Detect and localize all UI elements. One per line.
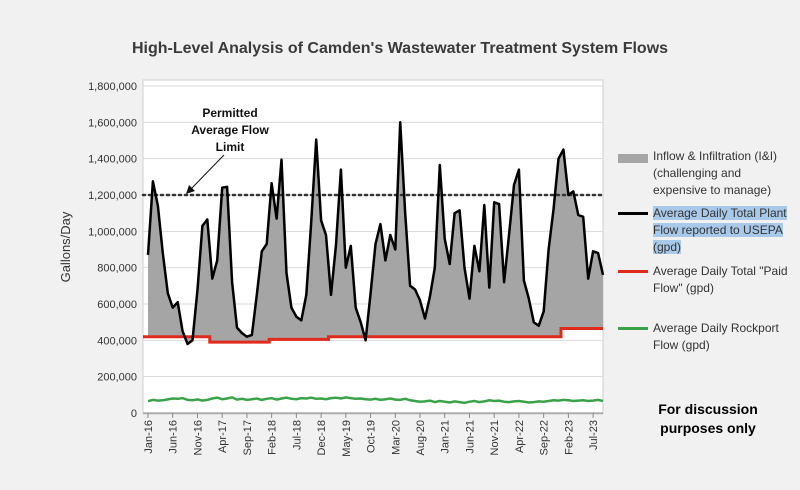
legend-swatch-black-line: [618, 212, 648, 215]
reference-line-label: Permitted Average Flow Limit: [191, 106, 269, 154]
y-tick-label: 600,000: [97, 299, 137, 311]
y-tick-label: 1,000,000: [88, 226, 137, 238]
x-tick-label: Apr-17: [217, 420, 229, 453]
reference-arrow-line: [189, 154, 225, 191]
rockport-flow-line: [147, 396, 604, 405]
x-tick-label: Apr-22: [514, 420, 526, 453]
x-tick-label: Jan-16: [143, 420, 155, 454]
x-tick-label: May-19: [341, 420, 353, 457]
y-tick-label: 200,000: [97, 372, 137, 384]
legend-label-ii: Inflow & Infiltration (I&I) (challenging…: [653, 149, 778, 197]
y-tick-label: 1,800,000: [88, 81, 137, 93]
x-tick-label: Feb-23: [563, 420, 575, 455]
reference-arrow-head: [186, 185, 195, 194]
x-tick-label: Jul-23: [588, 420, 600, 450]
legend-label-rockport: Average Daily Rockport Flow (gpd): [653, 321, 779, 352]
paid-flow-line: [143, 327, 603, 344]
x-tick-label: Feb-18: [267, 420, 279, 455]
discussion-note: For discussion purposes only: [658, 401, 758, 436]
x-tick-label: Oct-19: [366, 420, 378, 453]
x-tick-label: Nov-16: [193, 420, 205, 455]
legend-swatch-green-line: [618, 327, 648, 330]
x-tick-label: Jul-18: [291, 420, 303, 450]
legend-swatch-red-line: [618, 270, 648, 273]
y-axis-label: Gallons/Day: [58, 211, 73, 282]
legend-label-paid-flow: Average Daily Total "Paid Flow" (gpd): [653, 264, 788, 295]
x-tick-label: Jan-21: [440, 420, 452, 454]
axis-layer: 0 200,000 400,000 600,000 800,000 1,000,000 1,…: [88, 81, 603, 457]
x-tick-label: Mar-20: [390, 420, 402, 455]
x-tick-label: Nov-21: [489, 420, 501, 455]
y-tick-label: 0: [131, 408, 137, 420]
line-layer: [143, 121, 605, 405]
y-tick-label: 1,200,000: [88, 190, 137, 202]
x-tick-label: Dec-18: [316, 420, 328, 455]
x-tick-label: Sep-22: [539, 420, 551, 455]
x-tick-label: Sep-17: [242, 420, 254, 455]
legend-label-plant-flow: Average Daily Total Plant Flow reported …: [653, 206, 787, 254]
chart-title: High-Level Analysis of Camden's Wastewat…: [131, 40, 669, 57]
x-tick-label: Jun-21: [465, 420, 477, 454]
x-tick-label: Aug-20: [415, 420, 427, 455]
y-tick-label: 1,400,000: [88, 154, 137, 166]
plant-flow-line: [146, 121, 605, 346]
y-tick-label: 1,600,000: [88, 117, 137, 129]
y-tick-label: 800,000: [97, 263, 137, 275]
x-tick-label: Jun-16: [168, 420, 180, 454]
y-tick-label: 400,000: [97, 335, 137, 347]
legend-swatch-area: [618, 154, 648, 163]
